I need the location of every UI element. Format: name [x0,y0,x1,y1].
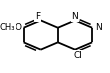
Text: Cl: Cl [73,51,82,60]
Text: O: O [15,22,22,32]
Text: N: N [72,12,78,21]
Text: N: N [95,22,101,32]
Text: F: F [35,12,40,21]
Text: CH₃: CH₃ [0,22,15,32]
